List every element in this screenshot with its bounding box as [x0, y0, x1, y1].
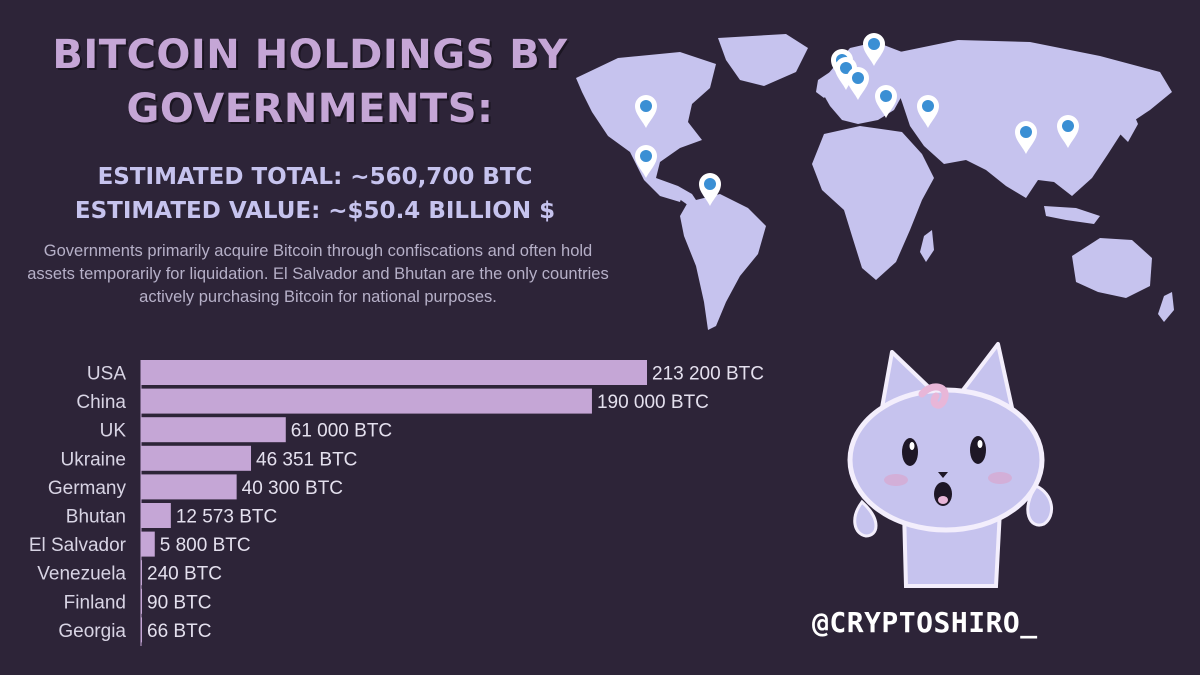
mascot-right-splash	[1026, 484, 1053, 527]
category-label: Venezuela	[37, 564, 126, 585]
mascot-right-eye-shine	[977, 440, 983, 448]
category-label: Finland	[64, 592, 126, 613]
value-label: 90 BTC	[147, 592, 211, 613]
map-pins	[635, 33, 1079, 206]
category-label: USA	[87, 364, 126, 385]
bar-china	[141, 388, 592, 414]
title-line-1: BITCOIN HOLDINGS BY	[52, 32, 568, 78]
central-america-shape	[656, 178, 700, 208]
map-pin-icon	[863, 33, 885, 66]
estimated-value: ESTIMATED VALUE: ~$50.4 BILLION $	[74, 198, 556, 224]
map-pin-icon	[1057, 115, 1079, 148]
bar-bhutan	[141, 503, 171, 528]
mascot-left-splash	[853, 499, 878, 538]
bar-germany	[141, 474, 237, 500]
world-map	[576, 33, 1174, 330]
title-line-2: GOVERNMENTS:	[126, 86, 494, 132]
bar-ukraine	[141, 445, 252, 471]
map-pin-icon	[835, 57, 857, 90]
map-pin-icon	[635, 145, 657, 178]
new-zealand-shape	[1158, 292, 1174, 322]
africa-shape	[812, 126, 934, 280]
greenland-shape	[718, 34, 808, 86]
value-label: 240 BTC	[147, 564, 222, 585]
south-america-shape	[680, 194, 766, 330]
map-land	[576, 34, 1174, 330]
bar-el-salvador	[141, 531, 155, 557]
description: Governments primarily acquire Bitcoin th…	[27, 242, 609, 306]
map-pin-icon	[847, 67, 869, 100]
page-title: BITCOIN HOLDINGS BY GOVERNMENTS:	[40, 28, 580, 136]
japan-shape	[1120, 110, 1138, 142]
author-handle: @CRYPTOSHIRO_	[812, 606, 1038, 639]
value-label: 40 300 BTC	[242, 478, 343, 499]
category-label: Georgia	[58, 621, 126, 642]
mascot-right-blush	[988, 472, 1012, 484]
category-label: China	[76, 392, 126, 413]
map-pin-icon	[635, 95, 657, 128]
mascot-head	[847, 387, 1045, 533]
stats-block: ESTIMATED TOTAL: ~560,700 BTC ESTIMATED …	[30, 160, 600, 228]
value-label: 5 800 BTC	[160, 535, 251, 556]
madagascar-shape	[920, 230, 934, 262]
map-pin-icon	[699, 173, 721, 206]
mascot-left-blush	[884, 474, 908, 486]
category-label: UK	[100, 421, 127, 442]
map-pin-icon	[917, 95, 939, 128]
category-label: El Salvador	[29, 535, 127, 556]
asia-shape	[890, 40, 1172, 198]
category-label: Germany	[48, 478, 127, 499]
australia-shape	[1072, 238, 1152, 298]
value-label: 190 000 BTC	[597, 392, 709, 413]
category-label: Ukraine	[61, 449, 126, 470]
map-pin-icon	[1015, 121, 1037, 154]
mascot-right-eye	[970, 436, 986, 464]
cat-mascot-illustration	[847, 342, 1053, 588]
bar-usa	[141, 360, 647, 385]
value-label: 61 000 BTC	[291, 421, 392, 442]
holdings-bar-chart: USA 213 200 BTC China 190 000 BTC UK 61 000 B…	[29, 360, 764, 646]
category-label: Bhutan	[66, 507, 126, 528]
map-pin-icon	[875, 85, 897, 118]
mascot-tongue	[938, 496, 948, 504]
value-label: 66 BTC	[147, 621, 211, 642]
indonesia-shape	[1044, 206, 1100, 224]
bar-uk	[141, 417, 286, 443]
value-label: 12 573 BTC	[176, 507, 277, 528]
mascot-left-eye-shine	[909, 442, 915, 450]
value-label: 213 200 BTC	[652, 364, 764, 385]
mascot-left-eye	[902, 438, 918, 466]
mascot-nose	[938, 472, 948, 478]
value-label: 46 351 BTC	[256, 449, 357, 470]
estimated-total: ESTIMATED TOTAL: ~560,700 BTC	[97, 164, 533, 190]
uk-shape	[816, 72, 834, 98]
mascot-worm	[918, 383, 949, 409]
